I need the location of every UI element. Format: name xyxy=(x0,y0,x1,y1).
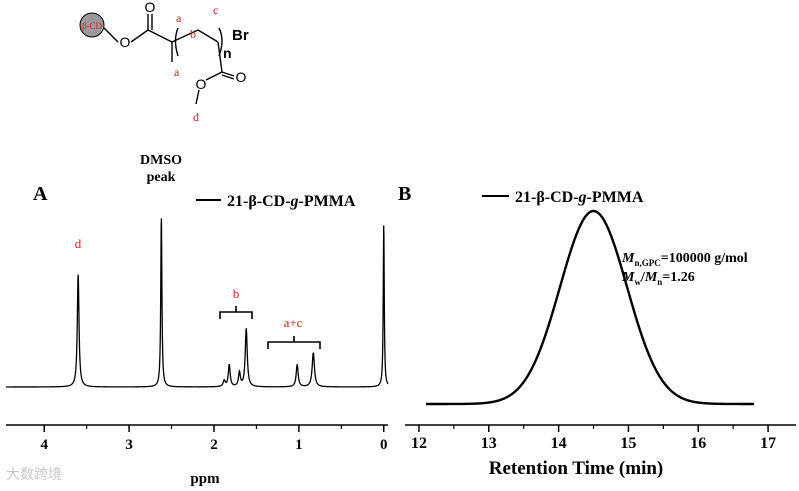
nmr-annotation-b: b xyxy=(233,286,240,301)
sec-info-mn: Mn,GPC=100000 g/mol xyxy=(621,251,748,268)
sec-tick-label: 16 xyxy=(690,435,706,452)
nmr-spectrum-line xyxy=(6,218,389,388)
nmr-tick-label: 1 xyxy=(295,437,303,453)
structure-oxygen-side-carbonyl: O xyxy=(236,69,247,85)
structure-core-label: β-CD xyxy=(82,21,103,31)
structure-repeat-n: n xyxy=(223,45,232,61)
structure-oxygen-methoxy: O xyxy=(196,76,207,92)
site-label-b: b xyxy=(190,27,196,41)
nmr-tick-label: 3 xyxy=(125,437,133,453)
structure-oxygen-carbonyl: O xyxy=(145,0,156,15)
sec-tick-label: 14 xyxy=(551,435,567,452)
nmr-annotation-dmso-line1: DMSO xyxy=(140,153,182,168)
nmr-bracket-b xyxy=(219,306,253,319)
sec-tick-label: 17 xyxy=(760,435,776,452)
nmr-tick-label: 4 xyxy=(40,437,48,453)
structure-diagram xyxy=(79,12,235,105)
panel-letter-b: B xyxy=(398,183,411,205)
nmr-panel: A 21-β-CD-g-PMMA DMSO peak d b a+c 4 3 2 1 0… xyxy=(6,153,389,487)
nmr-x-ticks: 4 3 2 1 0 xyxy=(40,425,388,453)
site-label-a-top: a xyxy=(176,11,182,25)
structure-oxygen-ester: O xyxy=(120,34,131,50)
nmr-x-label: ppm xyxy=(190,471,220,487)
nmr-legend: 21-β-CD-g-PMMA xyxy=(227,193,356,210)
nmr-annotation-a-c: a+c xyxy=(284,315,303,330)
nmr-tick-label: 0 xyxy=(380,437,388,453)
site-label-c: c xyxy=(213,3,218,17)
sec-x-label: Retention Time (min) xyxy=(489,458,664,479)
site-label-a-methyl: a xyxy=(174,65,180,79)
watermark: 大数跨境 xyxy=(6,467,62,483)
nmr-tick-label: 2 xyxy=(210,437,218,453)
panel-letter-a: A xyxy=(33,183,48,205)
structure-bromine-label: Br xyxy=(232,27,249,44)
sec-tick-label: 12 xyxy=(411,435,427,452)
nmr-annotation-dmso-line2: peak xyxy=(147,170,176,185)
sec-tick-label: 15 xyxy=(620,435,636,452)
nmr-bracket-a-c xyxy=(267,336,321,349)
sec-legend: 21-β-CD-g-PMMA xyxy=(515,189,644,206)
sec-tick-label: 13 xyxy=(481,435,497,452)
sec-x-ticks: 12 13 14 15 16 17 xyxy=(411,425,776,452)
nmr-annotation-d: d xyxy=(75,236,82,251)
sec-panel: B 21-β-CD-g-PMMA Mn,GPC=100000 g/mol Mw/… xyxy=(398,183,796,479)
sec-info-pdi: Mw/Mn=1.26 xyxy=(621,270,695,287)
site-label-d: d xyxy=(193,110,199,124)
beta-cd-core xyxy=(79,12,105,38)
sec-chromatogram-line xyxy=(425,209,755,406)
